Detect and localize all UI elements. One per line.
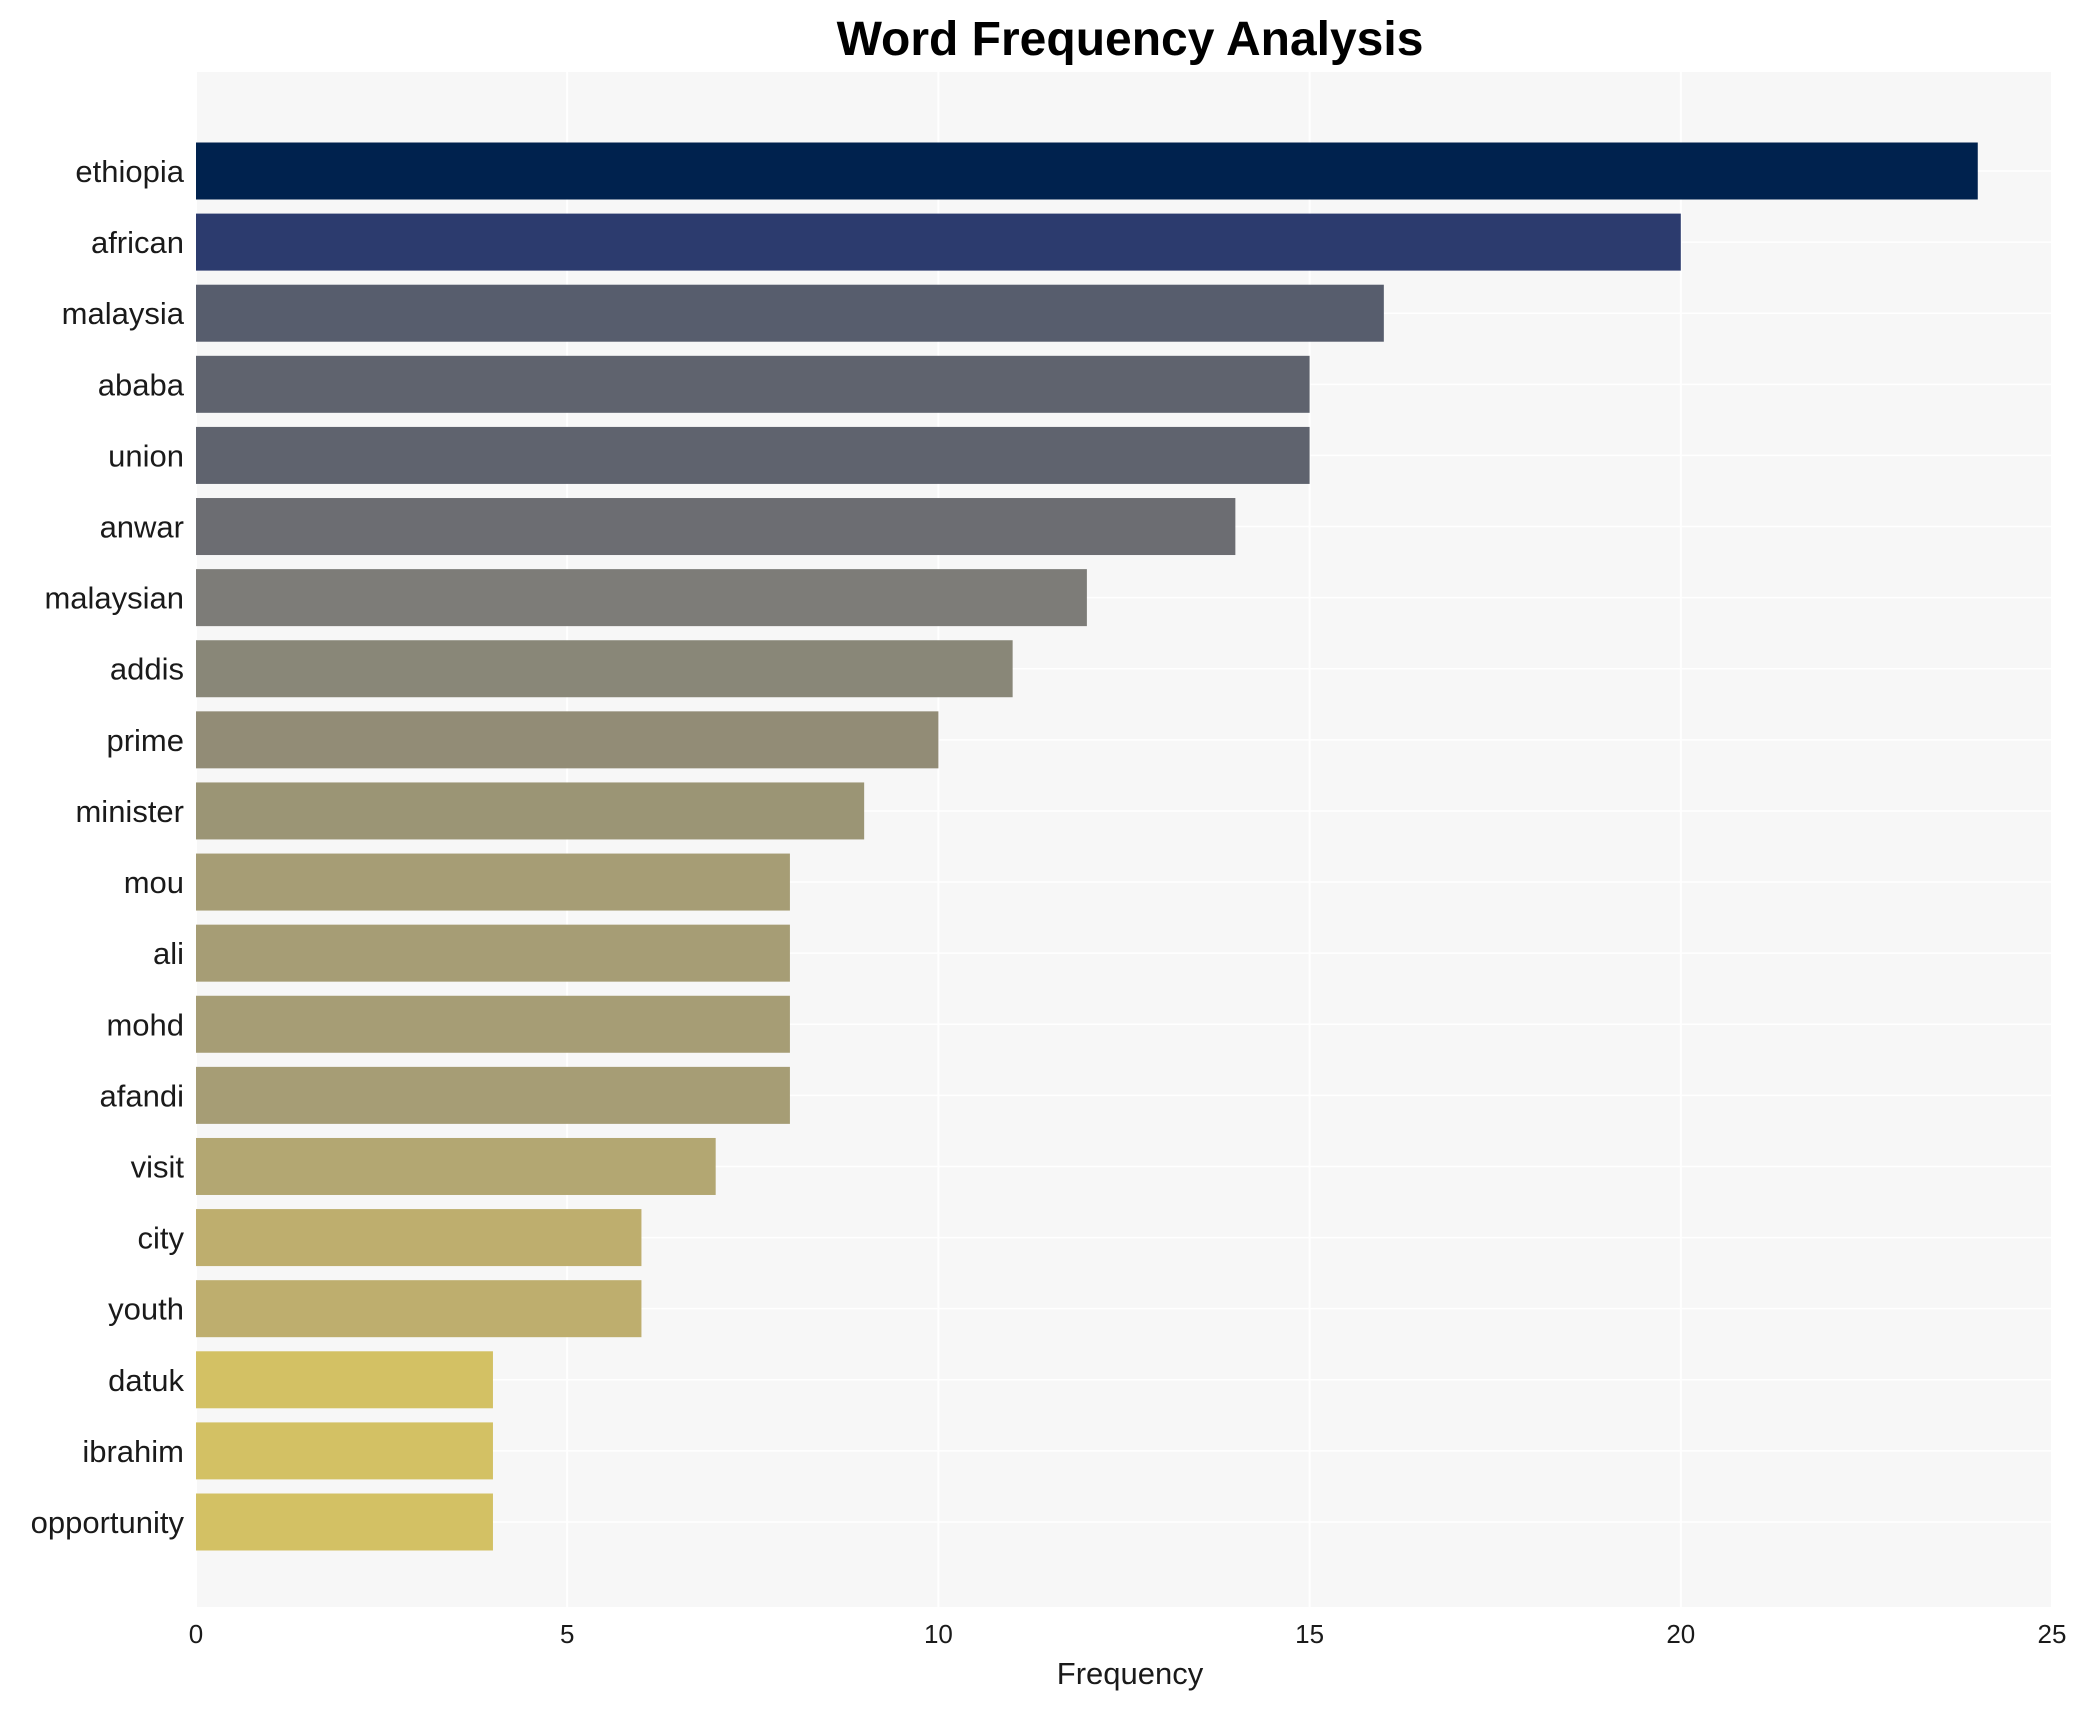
y-tick-label-ababa: ababa (98, 367, 185, 402)
bar-ibrahim (196, 1422, 493, 1480)
y-tick-label-anwar: anwar (100, 510, 184, 545)
y-tick-label-malaysian: malaysian (44, 581, 184, 616)
y-tick-label-youth: youth (108, 1292, 184, 1327)
y-tick-label-prime: prime (106, 723, 184, 758)
bar-opportunity (196, 1493, 493, 1551)
bar-addis (196, 640, 1013, 698)
y-tick-label-ethiopia: ethiopia (75, 154, 184, 189)
bar-datuk (196, 1351, 493, 1409)
bar-youth (196, 1280, 642, 1338)
bars (196, 142, 1978, 1551)
bar-malaysia (196, 284, 1384, 342)
x-tick-label-5: 5 (560, 1619, 574, 1649)
x-tick-label-25: 25 (2038, 1619, 2067, 1649)
y-tick-label-ali: ali (153, 936, 184, 971)
bar-anwar (196, 498, 1236, 556)
bar-minister (196, 782, 865, 840)
y-tick-label-ibrahim: ibrahim (82, 1434, 184, 1469)
x-tick-label-0: 0 (189, 1619, 203, 1649)
y-tick-label-mou: mou (124, 865, 184, 900)
bar-union (196, 426, 1310, 484)
bar-afandi (196, 1066, 790, 1124)
x-tick-labels: 0 5 10 15 20 25 (189, 1619, 2067, 1649)
bar-ababa (196, 355, 1310, 413)
y-tick-label-city: city (138, 1221, 185, 1256)
x-tick-label-10: 10 (924, 1619, 953, 1649)
bar-mohd (196, 995, 790, 1053)
bar-ethiopia (196, 142, 1978, 200)
y-tick-label-datuk: datuk (108, 1363, 184, 1398)
x-axis-label: Frequency (1057, 1656, 1204, 1691)
bar-city (196, 1209, 642, 1267)
y-tick-label-mohd: mohd (106, 1007, 184, 1042)
y-tick-label-addis: addis (110, 652, 184, 687)
y-tick-label-union: union (108, 438, 184, 473)
bar-visit (196, 1137, 716, 1195)
y-tick-labels: ethiopia african malaysia ababa union anwar ma… (31, 154, 185, 1540)
y-tick-label-visit: visit (131, 1149, 185, 1184)
y-tick-label-malaysia: malaysia (62, 296, 185, 331)
bar-malaysian (196, 569, 1087, 627)
chart-title: Word Frequency Analysis (837, 13, 1424, 66)
y-tick-label-afandi: afandi (100, 1078, 184, 1113)
y-tick-label-opportunity: opportunity (31, 1505, 185, 1540)
x-tick-label-15: 15 (1295, 1619, 1324, 1649)
x-tick-label-20: 20 (1666, 1619, 1695, 1649)
y-tick-label-african: african (91, 225, 184, 260)
bar-prime (196, 711, 939, 769)
y-tick-label-minister: minister (75, 794, 184, 829)
bar-ali (196, 924, 790, 982)
bar-mou (196, 853, 790, 911)
bar-african (196, 213, 1681, 271)
